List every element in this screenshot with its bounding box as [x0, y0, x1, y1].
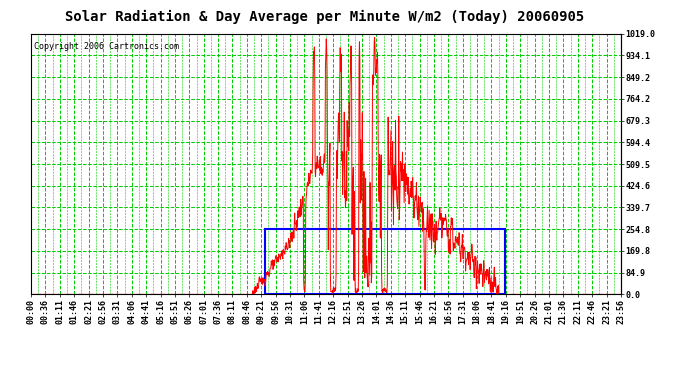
Bar [265, 229, 504, 294]
Text: Copyright 2006 Cartronics.com: Copyright 2006 Cartronics.com [34, 42, 179, 51]
Text: Solar Radiation & Day Average per Minute W/m2 (Today) 20060905: Solar Radiation & Day Average per Minute… [65, 9, 584, 24]
